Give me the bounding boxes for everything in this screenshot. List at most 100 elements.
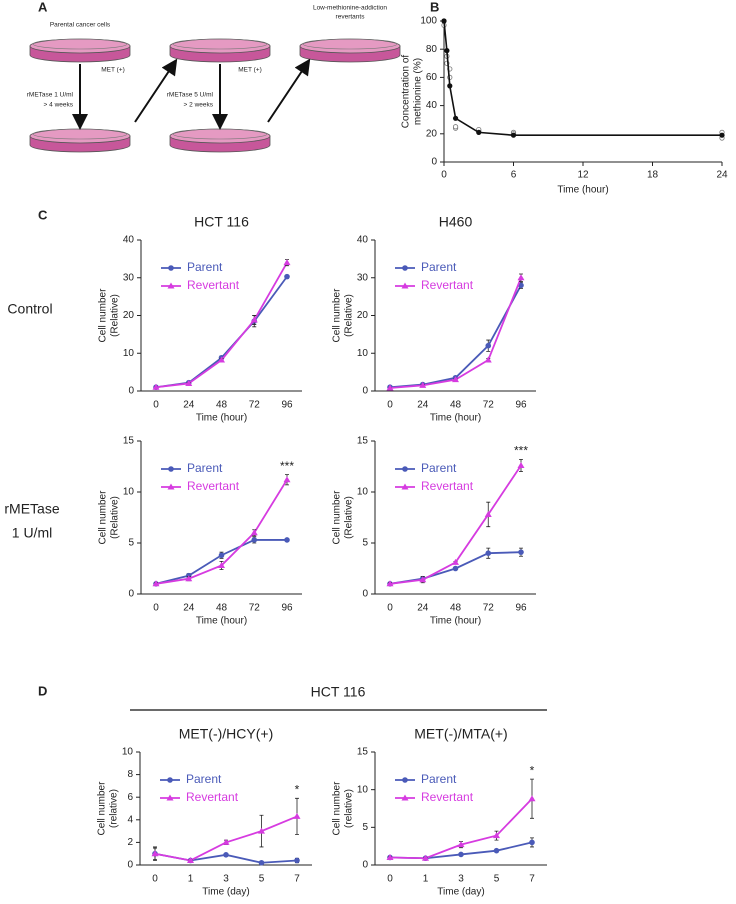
legend-marker (402, 265, 408, 271)
point (151, 850, 159, 857)
y-tick-label: 10 (357, 487, 369, 498)
point (283, 476, 291, 483)
point (185, 575, 193, 582)
x-tick-label: 3 (458, 874, 464, 885)
x-tick-label: 24 (716, 170, 728, 181)
x-tick-label: 24 (417, 603, 429, 614)
y-tick-label: 80 (426, 44, 438, 55)
x-tick-label: 6 (511, 170, 517, 181)
dish-top (169, 128, 271, 144)
y-axis-label: (Relative) (344, 496, 355, 539)
point (218, 561, 225, 568)
point (476, 129, 482, 135)
legend-marker (168, 265, 174, 271)
point (517, 461, 525, 468)
line (389, 284, 522, 389)
x-tick-label: 0 (387, 603, 393, 614)
point (187, 856, 194, 863)
x-axis-label: Time (hour) (430, 616, 481, 627)
dish-rim (302, 38, 398, 50)
legend-marker (401, 794, 409, 801)
arrow (134, 58, 178, 123)
legend-label: Parent (187, 260, 223, 274)
section-header: HCT 116 (311, 684, 366, 700)
y-tick-label: 0 (128, 589, 134, 600)
dish-top (29, 128, 131, 144)
point (218, 552, 225, 559)
dish-label: revertants (336, 14, 366, 21)
x-tick-label: 0 (441, 170, 447, 181)
y-tick-label: 0 (431, 157, 437, 168)
row-label: 1 U/ml (12, 525, 52, 541)
x-tick-label: 7 (294, 874, 300, 885)
y-axis-label: Cell number (97, 781, 108, 836)
step-label: MET (+) (101, 67, 125, 74)
step-label: > 4 weeks (44, 102, 74, 109)
y-tick-label: 20 (426, 128, 438, 139)
point (223, 852, 229, 858)
x-axis-label: Time (day) (202, 887, 249, 898)
x-tick-label: 48 (216, 603, 228, 614)
point (386, 853, 394, 860)
y-axis-label: Cell number (332, 288, 343, 343)
x-axis-label: Time (hour) (196, 413, 247, 424)
line (155, 276, 288, 389)
point (419, 576, 427, 583)
dish-rim (32, 38, 128, 50)
y-axis-label: Cell number (98, 288, 109, 343)
y-tick-label: 10 (357, 348, 369, 359)
y-tick-label: 40 (357, 235, 369, 246)
point (452, 376, 459, 383)
legend-marker (401, 282, 409, 289)
legend-label: Revertant (421, 790, 474, 804)
x-tick-label: 0 (153, 400, 159, 411)
y-tick-label: 30 (357, 272, 369, 283)
y-tick-label: 15 (357, 436, 369, 447)
point (493, 832, 500, 839)
point (258, 859, 265, 866)
dish-top (29, 38, 131, 54)
panel-label: B (430, 0, 439, 14)
point (222, 838, 230, 845)
point (250, 529, 258, 536)
y-tick-label: 20 (123, 310, 135, 321)
x-tick-label: 0 (153, 603, 159, 614)
panel-label: D (38, 683, 47, 698)
significance: *** (280, 459, 294, 473)
y-tick-label: 5 (128, 538, 134, 549)
y-tick-label: 0 (362, 386, 368, 397)
panel-label: C (38, 207, 48, 222)
point (152, 383, 160, 390)
x-tick-label: 24 (183, 603, 195, 614)
point (185, 379, 193, 386)
y-tick-label: 5 (362, 538, 368, 549)
y-tick-label: 0 (127, 860, 133, 871)
significance: *** (514, 444, 528, 458)
y-axis-label: (Relative) (110, 294, 121, 337)
step-label: MET (+) (238, 67, 262, 74)
significance: * (295, 783, 300, 797)
legend-marker (402, 777, 408, 783)
x-tick-label: 72 (483, 603, 495, 614)
row-label: Control (7, 301, 52, 317)
point (484, 510, 492, 517)
y-tick-label: 10 (122, 747, 134, 758)
y-tick-label: 0 (362, 860, 368, 871)
point (457, 841, 465, 848)
x-tick-label: 12 (577, 170, 589, 181)
point (250, 316, 258, 323)
y-tick-label: 40 (123, 235, 135, 246)
x-tick-label: 1 (188, 874, 194, 885)
legend-label: Parent (421, 772, 457, 786)
chart-title: H460 (439, 214, 473, 230)
y-tick-label: 4 (127, 814, 133, 825)
y-tick-label: 15 (123, 436, 135, 447)
arrow (267, 58, 311, 123)
chart-title: HCT 116 (194, 214, 249, 230)
point (218, 356, 225, 363)
x-tick-label: 7 (529, 874, 535, 885)
point (484, 356, 492, 363)
y-tick-label: 15 (357, 747, 369, 758)
